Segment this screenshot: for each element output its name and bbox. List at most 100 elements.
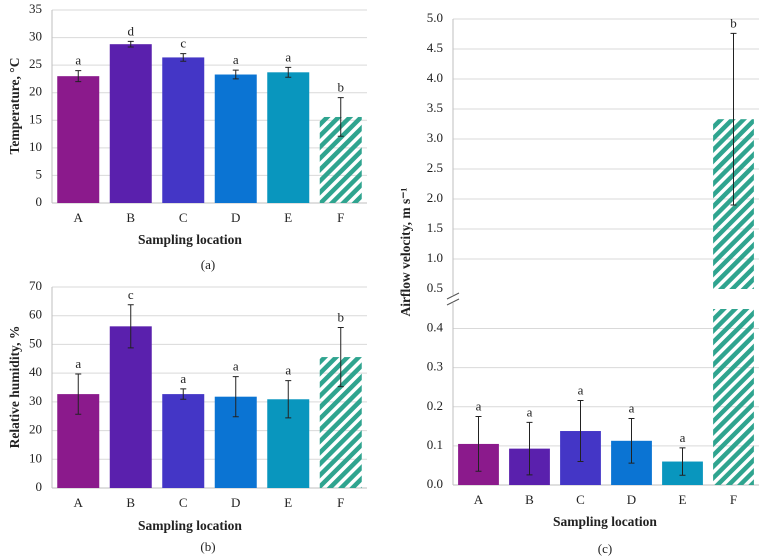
error-bar — [475, 416, 482, 472]
y-tick-label: 4.5 — [427, 40, 443, 55]
y-tick-label: 0.1 — [427, 437, 443, 452]
error-bar — [628, 418, 635, 464]
x-tick-label: E — [284, 495, 292, 510]
x-tick-label: E — [284, 210, 292, 225]
x-tick-label: B — [126, 495, 135, 510]
x-tick-label: F — [337, 495, 344, 510]
x-tick-label: A — [474, 492, 484, 507]
error-bar — [679, 447, 686, 476]
significance-letter: a — [285, 49, 291, 64]
y-axis-label: Airflow velocity, m s⁻¹ — [398, 188, 413, 317]
y-tick-label: 70 — [29, 278, 42, 293]
y-tick-label: 2.5 — [427, 160, 443, 175]
y-tick-label: 0.2 — [427, 398, 443, 413]
significance-letter: a — [629, 400, 635, 415]
panel-caption: (b) — [200, 539, 215, 554]
x-tick-label: B — [525, 492, 534, 507]
x-tick-label: F — [337, 210, 344, 225]
x-tick-label: C — [179, 210, 188, 225]
bar — [162, 57, 205, 204]
y-tick-label: 1.0 — [427, 250, 443, 265]
x-axis-label: Sampling location — [138, 518, 242, 533]
x-tick-label: D — [231, 495, 240, 510]
significance-letter: a — [527, 404, 533, 419]
bar — [267, 72, 310, 203]
y-tick-label: 4.0 — [427, 70, 443, 85]
significance-letter: a — [75, 356, 81, 371]
significance-letter: a — [233, 359, 239, 374]
x-axis-label: Sampling location — [553, 514, 657, 529]
significance-letter: a — [233, 52, 239, 67]
significance-letter: a — [180, 371, 186, 386]
error-bar — [526, 421, 533, 476]
significance-letter: a — [476, 399, 482, 414]
x-tick-label: D — [231, 210, 240, 225]
bar — [109, 326, 152, 488]
y-tick-label: 35 — [29, 1, 42, 16]
significance-letter: c — [180, 36, 186, 51]
y-tick-label: 3.5 — [427, 100, 443, 115]
error-bar — [127, 304, 134, 349]
y-tick-label: 0.5 — [427, 280, 443, 295]
y-tick-label: 0.0 — [427, 476, 443, 491]
y-tick-label: 30 — [29, 29, 42, 44]
y-tick-label: 20 — [29, 422, 42, 437]
y-tick-label: 3.0 — [427, 130, 443, 145]
y-tick-label: 2.0 — [427, 190, 443, 205]
significance-letter: a — [285, 363, 291, 378]
axis-break-gap — [445, 295, 461, 303]
significance-letter: b — [338, 309, 345, 324]
x-tick-label: A — [74, 210, 84, 225]
axis-break — [446, 292, 460, 300]
significance-letter: c — [128, 287, 134, 302]
bar — [162, 394, 205, 488]
bar — [57, 76, 100, 203]
y-tick-label: 15 — [29, 111, 42, 126]
error-bar — [75, 70, 82, 83]
panel-caption: (a) — [201, 257, 215, 272]
y-tick-label: 25 — [29, 56, 42, 71]
x-tick-label: F — [730, 492, 737, 507]
y-tick-label: 10 — [29, 139, 42, 154]
y-tick-label: 1.5 — [427, 220, 443, 235]
error-bar — [180, 53, 187, 62]
error-bar — [127, 40, 134, 48]
y-tick-label: 10 — [29, 450, 42, 465]
error-bar — [75, 373, 82, 415]
bar — [214, 74, 257, 203]
error-bar — [337, 326, 344, 388]
significance-letter: d — [128, 23, 135, 38]
y-axis-label: Temperature, °C — [7, 58, 22, 155]
error-bar — [337, 97, 344, 137]
panel-caption: (c) — [598, 541, 612, 556]
y-tick-label: 0.4 — [427, 320, 444, 335]
x-tick-label: C — [576, 492, 585, 507]
error-bar — [232, 376, 239, 418]
x-tick-label: D — [627, 492, 636, 507]
x-tick-label: C — [179, 495, 188, 510]
y-tick-label: 5.0 — [427, 10, 443, 25]
y-tick-label: 60 — [29, 307, 42, 322]
x-axis-label: Sampling location — [138, 232, 242, 247]
error-bar — [285, 66, 292, 78]
bar — [109, 44, 152, 204]
significance-letter: b — [338, 80, 345, 95]
y-tick-label: 0 — [36, 194, 43, 209]
y-axis-label: Relative humidity, % — [7, 326, 22, 449]
x-tick-label: E — [679, 492, 687, 507]
significance-letter: a — [75, 53, 81, 68]
y-tick-label: 40 — [29, 364, 42, 379]
axis-break — [446, 298, 460, 306]
error-bar — [285, 380, 292, 419]
y-tick-label: 20 — [29, 84, 42, 99]
error-bar — [730, 32, 737, 206]
error-bar — [180, 388, 187, 400]
x-tick-label: A — [74, 495, 84, 510]
y-tick-label: 50 — [29, 335, 42, 350]
error-bar — [577, 400, 584, 463]
y-tick-label: 5 — [36, 166, 43, 181]
significance-letter: a — [578, 383, 584, 398]
significance-letter: a — [680, 430, 686, 445]
y-tick-label: 30 — [29, 393, 42, 408]
